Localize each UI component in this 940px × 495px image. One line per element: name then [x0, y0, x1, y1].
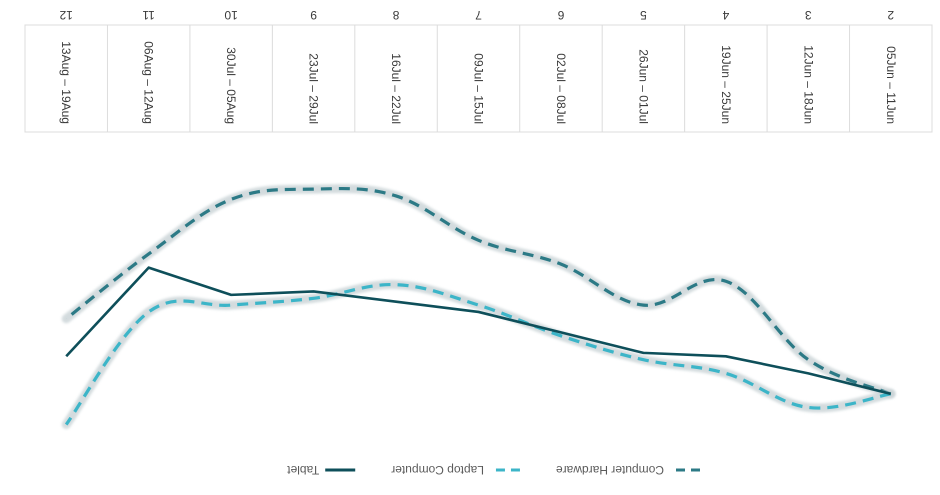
date-range-label: 26Jun – 01Jul [636, 49, 650, 124]
legend-label: Tablet [287, 463, 320, 477]
series-line [64, 283, 892, 426]
week-number-label: 7 [475, 8, 482, 22]
legend-item: Computer Hardware [556, 463, 700, 477]
week-number-label: 6 [557, 8, 564, 22]
week-number-label: 9 [310, 8, 317, 22]
date-range-label: 23Jul – 29Jul [307, 53, 321, 124]
legend-label: Laptop Computer [391, 463, 484, 477]
date-range-label: 16Jul – 22Jul [389, 53, 403, 124]
legend: Computer Hardware Laptop Computer Tablet [287, 463, 700, 477]
plot-area [61, 184, 896, 430]
series-line [65, 266, 892, 396]
date-range-label: 19Jun – 25Jun [719, 45, 733, 124]
date-range-label: 12Jun – 18Jun [801, 45, 815, 124]
week-number-label: 3 [805, 8, 812, 22]
legend-item: Laptop Computer [391, 463, 520, 477]
week-number-label: 12 [59, 8, 73, 22]
date-range-label: 09Jul – 15Jul [472, 53, 486, 124]
header-table-border [24, 24, 933, 133]
date-range-label: 13Aug – 19Aug [59, 41, 73, 124]
series-laptop-computer [61, 280, 896, 430]
week-number-label: 10 [224, 8, 238, 22]
series-computer-hardware [61, 184, 896, 399]
date-range-label: 06Aug – 12Aug [142, 41, 156, 124]
rotated-chart: 05Jun – 11Jun 2 12Jun – 18Jun 3 19Jun – 25Ju… [24, 8, 933, 477]
week-number-label: 5 [640, 8, 647, 22]
date-range-label: 05Jun – 11Jun [884, 46, 898, 124]
week-number-label: 4 [722, 8, 729, 22]
legend-item: Tablet [287, 463, 356, 477]
week-number-label: 8 [392, 8, 399, 22]
series-glow [61, 184, 896, 399]
date-range-label: 02Jul – 08Jul [554, 53, 568, 124]
week-header-table: 05Jun – 11Jun 2 12Jun – 18Jun 3 19Jun – 25Ju… [24, 8, 933, 133]
series-glow [61, 280, 896, 430]
week-number-label: 2 [887, 8, 894, 22]
date-range-label: 30Jul – 05Aug [224, 47, 238, 124]
week-number-label: 11 [142, 8, 155, 22]
series-tablet [65, 266, 892, 396]
legend-label: Computer Hardware [556, 463, 664, 477]
